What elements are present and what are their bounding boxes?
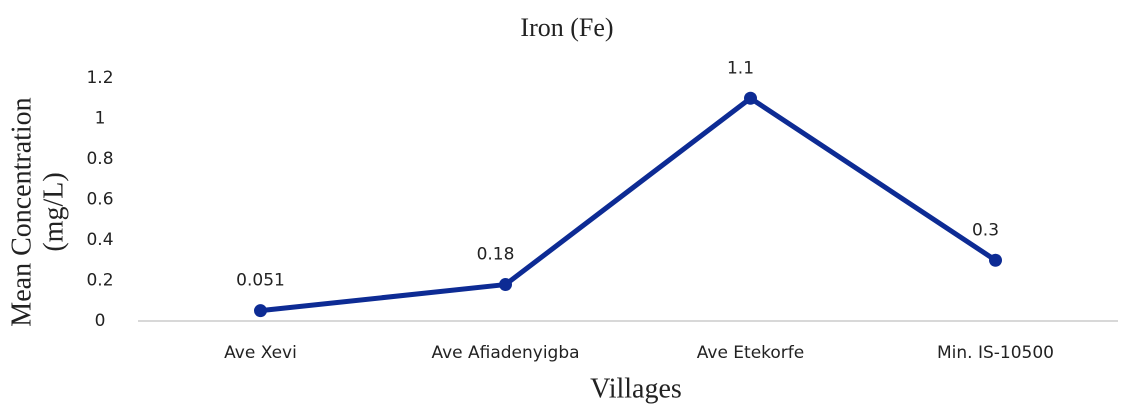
x-tick-label: Ave Etekorfe	[697, 343, 805, 363]
data-label: 0.18	[477, 245, 515, 265]
x-axis-title: Villages	[590, 373, 682, 404]
x-tick-label: Ave Afiadenyigba	[431, 343, 579, 363]
y-tick-label: 0	[95, 311, 106, 331]
x-tick-label: Min. IS-10500	[937, 343, 1054, 363]
y-tick-label: 0.8	[86, 149, 113, 169]
y-axis-title-line: Mean Concentration	[6, 97, 37, 326]
data-point	[254, 304, 267, 318]
y-axis-title-line: (mg/L)	[38, 172, 69, 251]
chart-title: Iron (Fe)	[520, 13, 613, 42]
x-tick-label: Ave Xevi	[224, 343, 297, 363]
y-tick-label: 1	[95, 109, 106, 129]
data-label: 0.051	[236, 271, 285, 291]
data-point	[989, 253, 1002, 267]
y-tick-label: 0.2	[86, 271, 113, 291]
data-point	[744, 91, 757, 105]
data-point	[499, 278, 512, 292]
y-tick-label: 0.4	[86, 230, 113, 250]
data-label: 1.1	[727, 58, 754, 78]
data-label: 0.3	[972, 220, 999, 240]
y-tick-label: 0.6	[86, 190, 113, 210]
y-axis-title: Mean Concentration (mg/L)	[6, 97, 69, 326]
data-line	[260, 95, 997, 314]
y-tick-label: 1.2	[86, 68, 113, 88]
